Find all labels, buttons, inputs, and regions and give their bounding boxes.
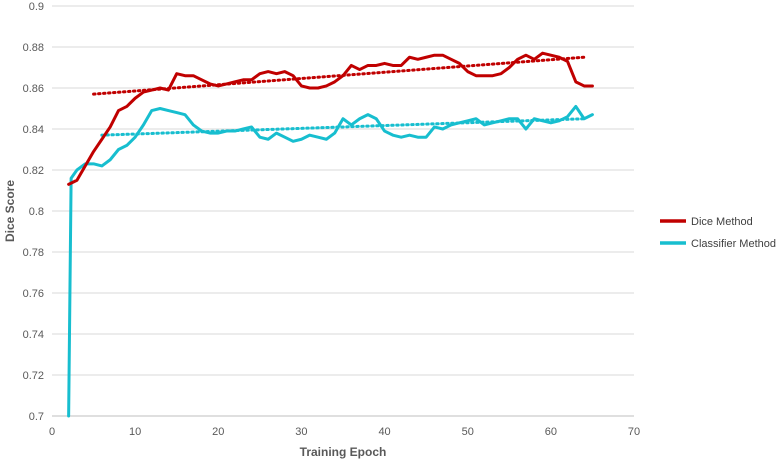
y-tick-label: 0.82 [23, 165, 44, 177]
y-tick-label: 0.72 [23, 370, 44, 382]
y-tick-label: 0.9 [29, 1, 44, 13]
x-tick-label: 40 [378, 426, 390, 438]
y-tick-label: 0.88 [23, 42, 44, 54]
x-tick-label: 0 [49, 426, 55, 438]
x-tick-label: 60 [545, 426, 557, 438]
y-tick-label: 0.8 [29, 206, 44, 218]
y-tick-label: 0.84 [23, 124, 44, 136]
y-tick-label: 0.74 [23, 329, 44, 341]
x-axis-title: Training Epoch [300, 445, 387, 459]
tick-labels: 0.7 0.72 0.74 0.76 0.78 0.8 0.82 0.84 0.86 0.88 0.… [23, 1, 641, 438]
x-tick-label: 70 [628, 426, 640, 438]
y-axis-title: Dice Score [3, 180, 17, 242]
y-tick-label: 0.78 [23, 247, 44, 259]
x-tick-label: 30 [295, 426, 307, 438]
x-tick-label: 10 [129, 426, 141, 438]
x-tick-label: 20 [212, 426, 224, 438]
trendline [92, 55, 586, 96]
y-tick-label: 0.86 [23, 83, 44, 95]
legend-label: Dice Method [691, 216, 753, 228]
y-tick-label: 0.76 [23, 288, 44, 300]
series-lines [67, 51, 594, 418]
series-line [67, 51, 594, 186]
gridlines [52, 5, 634, 376]
series-line [67, 104, 594, 418]
x-tick-label: 50 [462, 426, 474, 438]
legend: Dice Method Classifier Method [660, 216, 776, 250]
y-tick-label: 0.7 [29, 411, 44, 423]
legend-label: Classifier Method [691, 238, 776, 250]
